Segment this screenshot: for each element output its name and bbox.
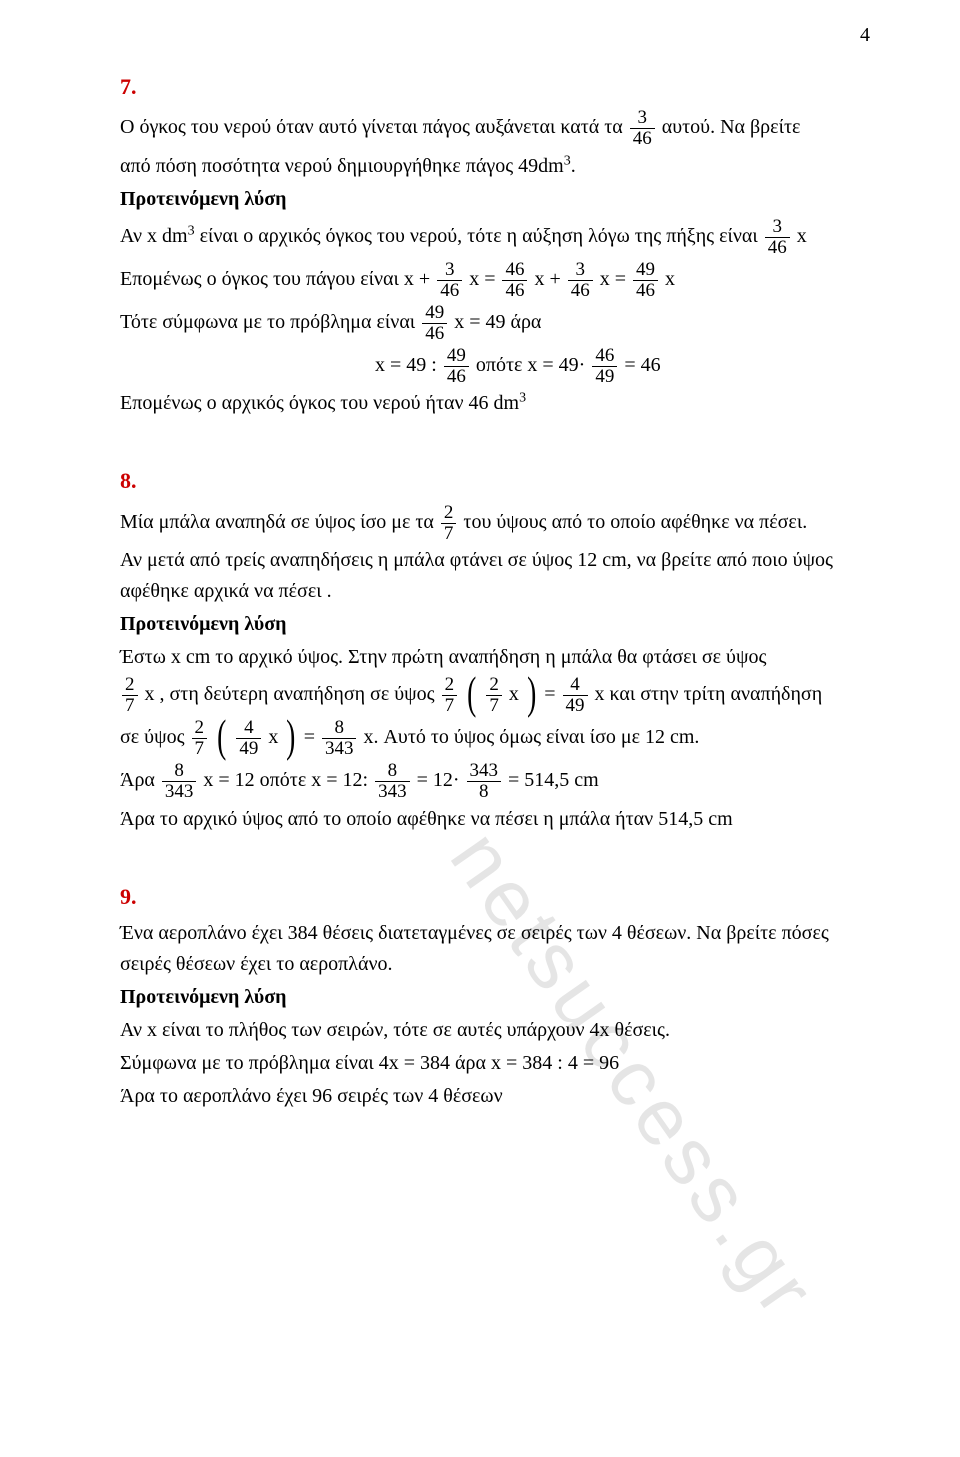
page-number: 4 — [860, 20, 870, 51]
superscript: 3 — [519, 391, 526, 406]
fraction-3-46: 346 — [630, 108, 655, 149]
problem-7-solution-heading: Προτεινόμενη λύση — [120, 184, 870, 215]
fraction-49-46: 4946 — [444, 346, 469, 387]
text: x = — [469, 268, 500, 290]
fraction-4-49: 449 — [236, 718, 261, 759]
fraction-2-7: 27 — [122, 675, 138, 716]
text: x — [263, 726, 278, 748]
problem-7-number: 7. — [120, 70, 870, 104]
left-paren: ( — [217, 718, 226, 755]
text: x , στη δεύτερη αναπήδηση σε ύψος — [145, 683, 440, 705]
superscript: 3 — [564, 153, 571, 168]
text: x = 49 : — [375, 354, 442, 376]
fraction-4-49: 449 — [563, 675, 588, 716]
fraction-2-7: 27 — [442, 675, 458, 716]
problem-8-solution-line2: 27 x , στη δεύτερη αναπήδηση σε ύψος 27 … — [120, 675, 870, 716]
superscript: 3 — [188, 223, 195, 238]
problem-7-statement-line2: από πόση ποσότητα νερού δημιουργήθηκε πά… — [120, 151, 870, 182]
text: x + — [534, 268, 565, 290]
fraction-343-8: 3438 — [467, 761, 502, 802]
fraction-2-7: 27 — [441, 503, 457, 544]
text: x — [792, 225, 807, 247]
text: x και στην τρίτη αναπήδηση — [595, 683, 823, 705]
problem-7-solution-line4: x = 49 : 4946 οπότε x = 49· 4649 = 46 — [120, 346, 870, 387]
paren-contents: 27 x — [484, 675, 519, 716]
problem-7-solution-line3: Τότε σύμφωνα με το πρόβλημα είναι 4946 x… — [120, 303, 870, 344]
problem-9-solution-line1: Αν x είναι το πλήθος των σειρών, τότε σε… — [120, 1015, 870, 1046]
problem-8-solution-line4: Άρα 8343 x = 12 οπότε x = 12: 8343 = 12·… — [120, 761, 870, 802]
problem-7-solution-line2: Επομένως ο όγκος του πάγου είναι x + 346… — [120, 260, 870, 301]
text: . — [571, 155, 576, 177]
text: Ο όγκος του νερού όταν αυτό γίνεται πάγο… — [120, 116, 628, 138]
fraction-3-46: 346 — [765, 217, 790, 258]
text: x = 49 άρα — [454, 311, 541, 333]
problem-9-statement: Ένα αεροπλάνο έχει 384 θέσεις διατεταγμέ… — [120, 918, 870, 980]
problem-7-solution-line1: Αν x dm3 είναι ο αρχικός όγκος του νερού… — [120, 217, 870, 258]
text: Επομένως ο αρχικός όγκος του νερού ήταν … — [120, 392, 519, 414]
text: x = 12 οπότε x = 12: — [203, 769, 373, 791]
left-paren: ( — [467, 675, 476, 712]
problem-8-solution-line3: σε ύψος 27 ( 449 x ) = 8343 x. Αυτό το ύ… — [120, 718, 870, 759]
fraction-46-46: 4646 — [502, 260, 527, 301]
fraction-8-343: 8343 — [375, 761, 410, 802]
text: x. Αυτό το ύψος όμως είναι ίσο με 12 cm. — [363, 726, 699, 748]
text: = 514,5 cm — [508, 769, 599, 791]
fraction-49-46: 4946 — [422, 303, 447, 344]
text: Επομένως ο όγκος του πάγου είναι x + — [120, 268, 435, 290]
text: = — [544, 683, 560, 705]
fraction-3-46: 346 — [568, 260, 593, 301]
fraction-2-7: 27 — [486, 675, 502, 716]
fraction-8-343: 8343 — [322, 718, 357, 759]
text: = 12· — [417, 769, 465, 791]
problem-8-number: 8. — [120, 464, 870, 498]
fraction-3-46: 346 — [437, 260, 462, 301]
text: οπότε x = 49· — [476, 354, 590, 376]
page-content: 7. Ο όγκος του νερού όταν αυτό γίνεται π… — [120, 70, 870, 1112]
text: σε ύψος — [120, 726, 190, 748]
text: x — [665, 268, 675, 290]
text: είναι ο αρχικός όγκος του νερού, τότε η … — [195, 225, 763, 247]
text: = — [304, 726, 320, 748]
text: = 46 — [624, 354, 660, 376]
text: Μία μπάλα αναπηδά σε ύψος ίσο με τα — [120, 511, 439, 533]
fraction-8-343: 8343 — [162, 761, 197, 802]
problem-9-number: 9. — [120, 880, 870, 914]
problem-8-statement-line2: Αν μετά από τρείς αναπηδήσεις η μπάλα φτ… — [120, 545, 870, 607]
right-paren: ) — [286, 718, 295, 755]
problem-8-solution-line1: Έστω x cm το αρχικό ύψος. Στην πρώτη ανα… — [120, 642, 870, 673]
text: Αν x dm — [120, 225, 188, 247]
problem-8-solution-heading: Προτεινόμενη λύση — [120, 609, 870, 640]
text: x — [504, 683, 519, 705]
fraction-46-49: 4649 — [592, 346, 617, 387]
problem-7-statement-line1: Ο όγκος του νερού όταν αυτό γίνεται πάγο… — [120, 108, 870, 149]
problem-9-solution-heading: Προτεινόμενη λύση — [120, 982, 870, 1013]
text: αυτού. Να βρείτε — [662, 116, 801, 138]
text: x = — [600, 268, 631, 290]
fraction-2-7: 27 — [192, 718, 208, 759]
text: Τότε σύμφωνα με το πρόβλημα είναι — [120, 311, 420, 333]
text: Άρα — [120, 769, 160, 791]
problem-9-solution-line3: Άρα το αεροπλάνο έχει 96 σειρές των 4 θέ… — [120, 1081, 870, 1112]
text: του ύψους από το οποίο αφέθηκε να πέσει. — [463, 511, 807, 533]
problem-9-solution-line2: Σύμφωνα με το πρόβλημα είναι 4x = 384 άρ… — [120, 1048, 870, 1079]
problem-7-solution-line5: Επομένως ο αρχικός όγκος του νερού ήταν … — [120, 388, 870, 419]
text: από πόση ποσότητα νερού δημιουργήθηκε πά… — [120, 155, 564, 177]
right-paren: ) — [527, 675, 536, 712]
fraction-49-46: 4946 — [633, 260, 658, 301]
problem-8-solution-line5: Άρα το αρχικό ύψος από το οποίο αφέθηκε … — [120, 804, 870, 835]
problem-8-statement-line1: Μία μπάλα αναπηδά σε ύψος ίσο με τα 27 τ… — [120, 503, 870, 544]
paren-contents: 449 x — [234, 718, 278, 759]
